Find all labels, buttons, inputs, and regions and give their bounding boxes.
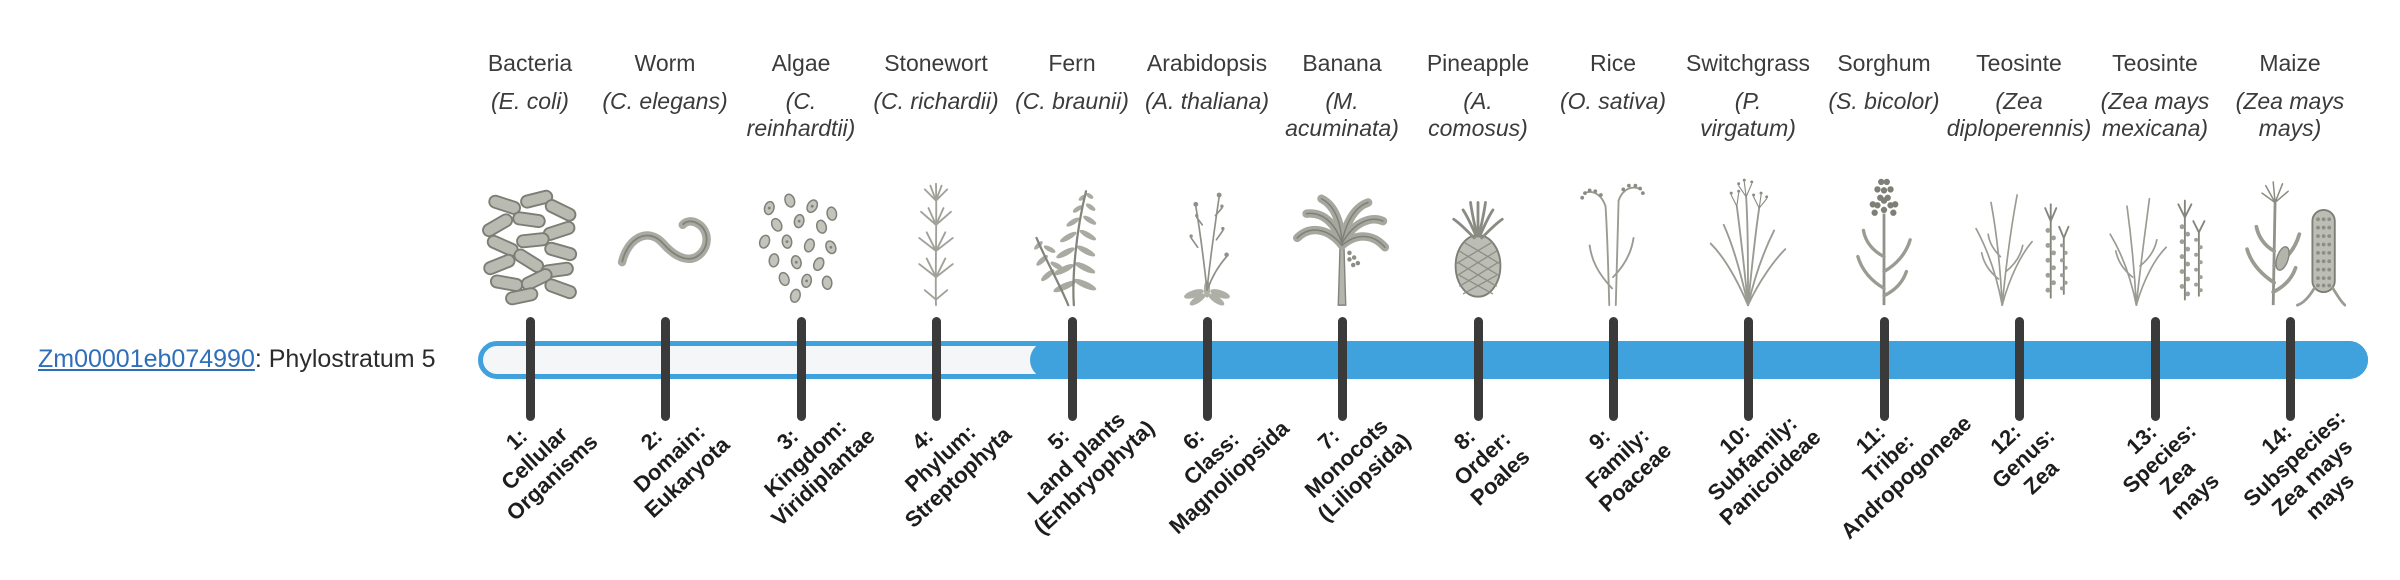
rice-icon — [1557, 162, 1669, 312]
organism-scientific-name: (C. richardii) — [873, 88, 999, 114]
organism-common-name: Sorghum — [1837, 50, 1931, 76]
organism-common-name: Arabidopsis — [1146, 50, 1268, 76]
organism-common-name: Switchgrass — [1686, 50, 1810, 76]
stratum-tick-10 — [1744, 317, 1753, 421]
maize-icon — [2234, 162, 2346, 312]
fern-icon — [1016, 162, 1128, 312]
sorghum-icon — [1828, 162, 1940, 312]
organism-column-rice: Rice (O. sativa) — [1538, 50, 1688, 316]
stratum-tick-5 — [1068, 317, 1077, 421]
organism-column-bacteria: Bacteria (E. coli) — [455, 50, 605, 316]
bacteria-icon — [474, 162, 586, 312]
organism-common-name: Algae — [771, 50, 831, 76]
organism-scientific-name: (P. virgatum) — [1700, 88, 1796, 141]
organism-scientific-name: (M. acuminata) — [1285, 88, 1399, 141]
organism-column-algae: Algae (C. reinhardtii) — [726, 50, 876, 316]
organism-common-name: Maize — [2259, 50, 2321, 76]
stratum-tick-13 — [2151, 317, 2160, 421]
organism-common-name: Teosinte — [1976, 50, 2062, 76]
organism-common-name: Banana — [1302, 50, 1382, 76]
stratum-tick-7 — [1338, 317, 1347, 421]
organism-column-maize: Maize (Zea mays mays) — [2215, 50, 2365, 316]
organism-scientific-name: (E. coli) — [491, 88, 569, 114]
pineapple-icon — [1422, 162, 1534, 312]
organism-column-sorghum: Sorghum (S. bicolor) — [1809, 50, 1959, 316]
stratum-tick-4 — [932, 317, 941, 421]
organism-column-switchgrass: Switchgrass (P. virgatum) — [1673, 50, 1823, 316]
stratum-tick-6 — [1203, 317, 1212, 421]
organism-column-arabidopsis: Arabidopsis (A. thaliana) — [1132, 50, 1282, 316]
organism-column-worm: Worm (C. elegans) — [590, 50, 740, 316]
stratum-tick-2 — [661, 317, 670, 421]
phylostrata-bar-fill — [1030, 341, 2368, 379]
organism-common-name: Teosinte — [2112, 50, 2198, 76]
organism-column-teosinte-diploperennis: Teosinte (Zea diploperennis) — [1944, 50, 2094, 316]
teosinte-icon — [1963, 162, 2075, 312]
stratum-tick-1 — [526, 317, 535, 421]
switchgrass-icon — [1692, 162, 1804, 312]
organism-scientific-name: (A. thaliana) — [1144, 88, 1269, 114]
stratum-tick-9 — [1609, 317, 1618, 421]
teosinte-icon — [2099, 162, 2211, 312]
algae-icon — [745, 162, 857, 312]
organism-scientific-name: (S. bicolor) — [1828, 88, 1940, 114]
organism-common-name: Fern — [1048, 50, 1096, 76]
stratum-tick-14 — [2286, 317, 2295, 421]
organism-scientific-name: (Zea diploperennis) — [1946, 88, 2092, 141]
organism-column-stonewort: Stonewort (C. richardii) — [861, 50, 1011, 316]
organism-scientific-name: (Zea mays mays) — [2235, 88, 2345, 141]
organism-scientific-name: (O. sativa) — [1559, 88, 1667, 114]
organism-scientific-name: (C. elegans) — [602, 88, 728, 114]
organism-column-banana: Banana (M. acuminata) — [1267, 50, 1417, 316]
organism-scientific-name: (A. comosus) — [1428, 88, 1528, 141]
organism-scientific-name: (Zea mays mexicana) — [2100, 88, 2210, 141]
phylostratum-text: : Phylostratum 5 — [254, 345, 436, 373]
organism-common-name: Bacteria — [487, 50, 573, 76]
gene-id-link[interactable]: Zm00001eb074990 — [38, 345, 255, 373]
stratum-tick-8 — [1474, 317, 1483, 421]
organism-column-teosinte-mexicana: Teosinte (Zea mays mexicana) — [2080, 50, 2230, 316]
organism-column-fern: Fern (C. braunii) — [997, 50, 1147, 316]
arabidopsis-icon — [1151, 162, 1263, 312]
stratum-tick-12 — [2015, 317, 2024, 421]
organism-common-name: Worm — [634, 50, 696, 76]
stratum-tick-11 — [1880, 317, 1889, 421]
organism-scientific-name: (C. reinhardtii) — [746, 88, 856, 141]
worm-icon — [609, 162, 721, 312]
organism-column-pineapple: Pineapple (A. comosus) — [1403, 50, 1553, 316]
stratum-tick-3 — [797, 317, 806, 421]
organism-common-name: Pineapple — [1426, 50, 1530, 76]
organism-scientific-name: (C. braunii) — [1015, 88, 1129, 114]
banana-icon — [1286, 162, 1398, 312]
organism-common-name: Stonewort — [884, 50, 988, 76]
stonewort-icon — [880, 162, 992, 312]
organism-common-name: Rice — [1589, 50, 1636, 76]
gene-label: Zm00001eb074990: Phylostratum 5 — [38, 345, 436, 373]
